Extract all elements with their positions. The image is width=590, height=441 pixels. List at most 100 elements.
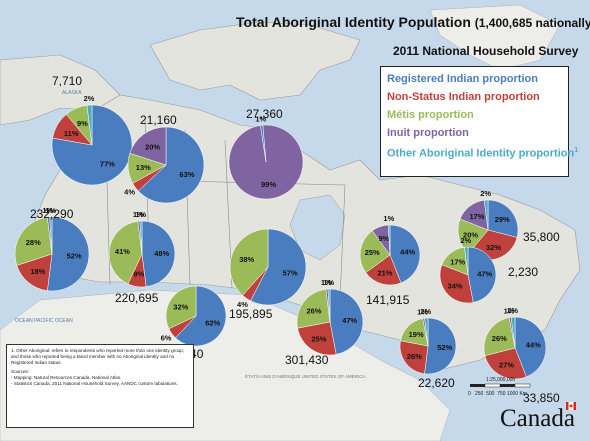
pie-slice-label: 26%: [306, 306, 321, 315]
pie-slice-ns: [399, 340, 429, 375]
region-total-label: 7,710: [52, 74, 82, 88]
pie-slice-ri: [389, 224, 421, 284]
pie-slice-me: [108, 220, 143, 285]
canada-wordmark: Canada: [500, 405, 575, 432]
pie-slice-ns: [297, 321, 337, 356]
pie-slice-ot: [464, 246, 469, 276]
pie-slice-label: 38%: [239, 255, 254, 264]
pie-slice-label: 19%: [409, 330, 424, 339]
pie-slice-ri: [137, 126, 205, 204]
pie-slice-ot: [483, 199, 489, 231]
hudson-bay: [289, 194, 346, 261]
pie-slice-ot: [49, 216, 53, 255]
pie-slice-ri: [47, 216, 90, 292]
region-total-label: 27,360: [246, 107, 283, 121]
pie-slice-label: 99%: [261, 180, 276, 189]
region-total-label: 220,695: [115, 291, 159, 305]
pie-slice-label: 41%: [115, 247, 130, 256]
pie-slice-ri: [424, 317, 457, 375]
scale-tick-1000: 1000 Km: [506, 391, 527, 397]
pie-slice-label: 47%: [342, 316, 357, 325]
arctic-islands: [149, 21, 361, 101]
pie-slice-ot: [387, 224, 391, 256]
pie-region-9: 44% 21% 25% 9% 1% 141,915: [359, 214, 421, 307]
pie-slice-ot: [510, 316, 516, 349]
pie-slice-ri: [514, 316, 547, 378]
pie-slice-label: 48%: [154, 249, 169, 258]
pie-slice-label: 2%: [460, 236, 471, 245]
pie-slice-label: 28%: [26, 238, 41, 247]
pie-slice-label: 9%: [133, 270, 144, 279]
pie-slice-label: 32%: [173, 302, 188, 311]
pie-slice-me: [229, 228, 269, 296]
pie-slice-ns: [16, 253, 53, 291]
pie-slice-label: 1%: [323, 278, 334, 287]
pie-slice-label: 26%: [492, 334, 507, 343]
pie-slice-me: [359, 230, 391, 273]
pie-slice-ot: [424, 317, 429, 347]
footnote-sources-heading: Sources:: [11, 369, 30, 374]
pie-slice-label: 2%: [507, 306, 518, 315]
pie-slice-label: 4%: [237, 300, 248, 309]
alaska-label: ALASKA: [62, 90, 82, 96]
pie-slice-label: 1%: [133, 210, 144, 219]
scale-ratio: 1:25,000,000: [486, 377, 516, 383]
region-total-label: 301,430: [285, 353, 329, 367]
pie-slice-label: 1%: [255, 114, 266, 123]
pie-slice-label: 1%: [417, 307, 428, 316]
pie-slice-label: 27%: [499, 361, 514, 370]
pie-region-1: 77% 11%9% 2%7,710: [51, 74, 133, 186]
region-total-label: 35,800: [523, 230, 560, 244]
footnote-definition: 1. Other Aboriginal: refers to responden…: [11, 348, 185, 365]
footnote-box: 1. Other Aboriginal: refers to responden…: [6, 344, 194, 428]
pie-slice-label: 20%: [463, 230, 478, 239]
pie-slice-me: [165, 285, 197, 330]
scale-graphic: [470, 383, 531, 388]
survey-subtitle: 2011 National Household Survey: [393, 44, 579, 58]
scale-bar: 1:25,000,000 0 250 500 750 1000 Km: [468, 377, 548, 397]
pie-slice-label: 25%: [311, 334, 326, 343]
region-total-label: 21,160: [140, 113, 177, 127]
legend-other-aboriginal: Other Aboriginal Identity proportion1: [387, 147, 579, 160]
pie-region-8: 47%25%26%1%1%301,430: [285, 278, 364, 367]
pie-slice-ns: [365, 254, 402, 286]
pacific-label: OCEAN PACIFIC OCEAN: [15, 318, 73, 324]
pie-slice-in: [129, 126, 167, 166]
pie-slice-label: 17%: [450, 258, 465, 267]
scale-tick-0: 0: [468, 391, 471, 397]
pie-slice-label: 1%: [45, 206, 56, 215]
pie-slice-ot: [86, 104, 93, 146]
legend-registered-indian: Registered Indian proportion: [387, 73, 538, 85]
pie-slice-label: 2%: [84, 94, 95, 103]
footnote-source-mapping: - Mapping: Natural Resources Canada, Nat…: [11, 375, 122, 380]
legend-box: Registered Indian proportion Non-Status …: [380, 66, 579, 177]
pie-slice-ns: [484, 347, 527, 380]
pie-slice-label: 77%: [100, 159, 115, 168]
map-title: Total Aboriginal Identity Population (1,…: [236, 14, 590, 30]
scale-tick-750: 750: [497, 391, 506, 397]
pie-slice-ri: [487, 199, 519, 238]
pie-slice-label: 9%: [77, 119, 88, 128]
canada-flag-icon: [566, 402, 576, 410]
pie-region-10: 29% 32% 20% 17% 2% 35,800: [457, 189, 560, 261]
pie-slice-label: 18%: [30, 267, 45, 276]
pie-slice-label: 29%: [495, 215, 510, 224]
pie-slice-ri: [467, 246, 497, 303]
region-total-label: 2,230: [508, 265, 538, 279]
pie-slice-label: 13%: [136, 163, 151, 172]
pie-region-13: 44% 27% 26% 1%2% 33,850: [483, 306, 560, 405]
pie-slice-label: 17%: [469, 212, 484, 221]
region-total-label: 22,620: [418, 376, 455, 390]
pie-slice-label: 57%: [283, 268, 298, 277]
pie-slice-label: 44%: [526, 341, 541, 350]
pie-slice-label: 1%: [383, 214, 394, 223]
pie-region-11: 47% 34% 17% 2% 2,230: [439, 236, 538, 304]
pie-slice-label: 2%: [480, 189, 491, 198]
pie-slice-label: 6%: [161, 334, 172, 343]
legend-metis: Métis proportion: [387, 109, 474, 121]
pie-slice-ns: [439, 264, 474, 304]
pie-slice-label: 1%: [504, 306, 515, 315]
pie-slice-label: 47%: [477, 269, 492, 278]
pie-slice-label: 44%: [400, 248, 415, 257]
pie-slice-ri: [329, 288, 364, 355]
